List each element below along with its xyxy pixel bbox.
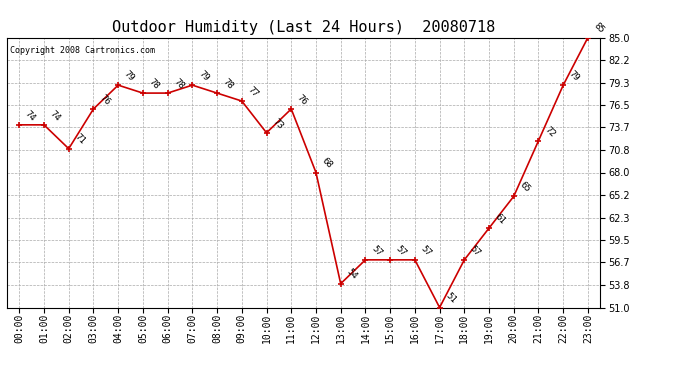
Text: 74: 74 bbox=[23, 109, 37, 123]
Text: 72: 72 bbox=[542, 124, 557, 139]
Text: 65: 65 bbox=[518, 180, 532, 194]
Text: 76: 76 bbox=[97, 93, 112, 107]
Text: 79: 79 bbox=[567, 69, 582, 83]
Text: 54: 54 bbox=[345, 267, 359, 282]
Text: 76: 76 bbox=[295, 93, 309, 107]
Text: 57: 57 bbox=[370, 244, 384, 258]
Text: 74: 74 bbox=[48, 109, 62, 123]
Text: 57: 57 bbox=[469, 244, 482, 258]
Text: 71: 71 bbox=[73, 132, 87, 147]
Text: 78: 78 bbox=[172, 77, 186, 91]
Title: Outdoor Humidity (Last 24 Hours)  20080718: Outdoor Humidity (Last 24 Hours) 2008071… bbox=[112, 20, 495, 35]
Text: Copyright 2008 Cartronics.com: Copyright 2008 Cartronics.com bbox=[10, 46, 155, 55]
Text: 85: 85 bbox=[592, 21, 606, 35]
Text: 79: 79 bbox=[122, 69, 137, 83]
Text: 61: 61 bbox=[493, 212, 507, 226]
Text: 57: 57 bbox=[419, 244, 433, 258]
Text: 79: 79 bbox=[197, 69, 210, 83]
Text: 57: 57 bbox=[394, 244, 408, 258]
Text: 51: 51 bbox=[444, 291, 457, 305]
Text: 77: 77 bbox=[246, 85, 260, 99]
Text: 73: 73 bbox=[270, 117, 285, 130]
Text: 68: 68 bbox=[320, 156, 334, 170]
Text: 78: 78 bbox=[147, 77, 161, 91]
Text: 78: 78 bbox=[221, 77, 235, 91]
